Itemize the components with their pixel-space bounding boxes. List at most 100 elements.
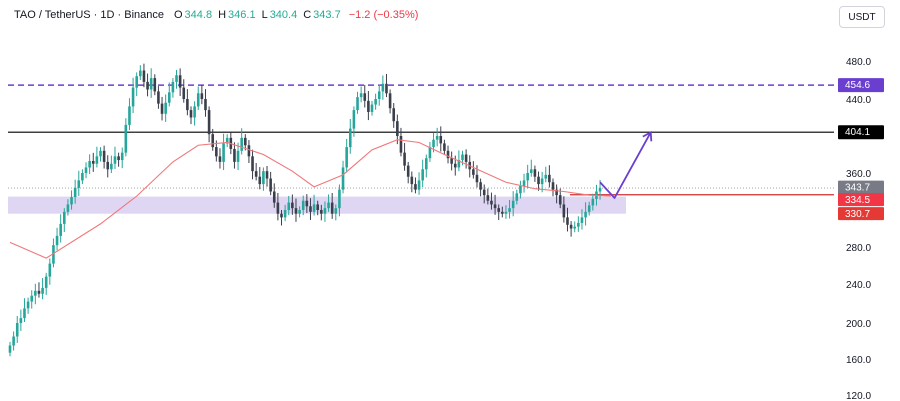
candle-body bbox=[359, 93, 363, 98]
zone-top-tag bbox=[838, 193, 884, 207]
candle-body bbox=[569, 224, 573, 229]
candle-body bbox=[291, 202, 294, 209]
candle-body bbox=[580, 217, 584, 223]
candle-body bbox=[356, 97, 359, 111]
candle-body bbox=[215, 147, 218, 157]
candle-body bbox=[128, 106, 131, 125]
candle-body bbox=[225, 137, 229, 144]
candle-body bbox=[577, 222, 580, 227]
high-label: H bbox=[218, 9, 227, 21]
zone-top-tag-text: 334.5 bbox=[845, 195, 870, 206]
open-value: 344.8 bbox=[184, 9, 213, 21]
candle-body bbox=[81, 173, 84, 181]
candle-body bbox=[381, 83, 385, 92]
candle-body bbox=[551, 182, 555, 190]
candle-body bbox=[533, 169, 537, 177]
candle-body bbox=[388, 93, 392, 109]
candle-body bbox=[153, 78, 157, 92]
moving-average-line bbox=[9, 139, 611, 259]
candle-body bbox=[475, 174, 479, 183]
candle-body bbox=[464, 154, 468, 162]
candle-body bbox=[323, 208, 327, 214]
high-value: 346.1 bbox=[228, 9, 256, 21]
candle-body bbox=[124, 124, 128, 153]
candle-body bbox=[410, 176, 414, 185]
candle-body bbox=[562, 204, 566, 218]
candle-body bbox=[59, 223, 62, 236]
candle-body bbox=[233, 148, 236, 162]
candle-body bbox=[63, 211, 66, 224]
candle-body bbox=[19, 318, 23, 323]
candle-body bbox=[573, 226, 577, 229]
candle-body bbox=[113, 156, 117, 164]
candle-body bbox=[222, 143, 225, 162]
candle-body bbox=[146, 81, 149, 90]
price-change: −1.2 (−0.35%) bbox=[348, 9, 419, 21]
candle-body bbox=[526, 173, 529, 181]
candle-body bbox=[457, 160, 461, 168]
candle-body bbox=[316, 204, 319, 210]
candle-body bbox=[73, 187, 77, 198]
y-tick-label: 480.0 bbox=[846, 57, 871, 68]
candle-body bbox=[200, 93, 204, 99]
candle-body bbox=[584, 211, 587, 218]
symbol-header: TAO / TetherUS · 1D · Binance O 344.8 H … bbox=[14, 9, 418, 21]
low-tag bbox=[838, 207, 884, 221]
candle-body bbox=[84, 167, 88, 173]
projection-arrow-path bbox=[599, 131, 652, 199]
candle-body bbox=[309, 206, 312, 212]
candle-body bbox=[52, 245, 55, 264]
candle-body bbox=[327, 202, 330, 209]
candle-body bbox=[515, 193, 519, 201]
candle-body bbox=[399, 136, 403, 153]
candle-body bbox=[301, 200, 305, 210]
candle-body bbox=[312, 204, 316, 212]
open-label: O bbox=[173, 9, 183, 21]
candle-body bbox=[66, 204, 70, 212]
candle-body bbox=[157, 91, 160, 104]
currency-button[interactable]: USDT bbox=[839, 6, 885, 28]
candle-body bbox=[446, 150, 450, 159]
candle-body bbox=[106, 161, 110, 170]
y-tick-label: 440.0 bbox=[846, 95, 871, 106]
candle-body bbox=[396, 121, 399, 136]
candle-body bbox=[189, 110, 193, 118]
candle-body bbox=[504, 211, 508, 214]
candle-body bbox=[508, 208, 511, 212]
candle-body bbox=[435, 136, 439, 140]
candle-body bbox=[421, 169, 424, 181]
candle-body bbox=[44, 276, 48, 288]
candle-body bbox=[276, 202, 280, 214]
candle-body bbox=[99, 150, 102, 157]
candle-body bbox=[8, 345, 12, 353]
candle-body bbox=[461, 154, 464, 161]
candle-body bbox=[135, 76, 138, 88]
candle-body bbox=[30, 295, 34, 302]
candle-body bbox=[207, 110, 211, 135]
candle-body bbox=[258, 176, 262, 185]
candle-body bbox=[283, 210, 287, 218]
candle-body bbox=[305, 200, 309, 207]
candle-body bbox=[370, 104, 374, 112]
candle-body bbox=[265, 171, 269, 179]
candle-body bbox=[432, 139, 435, 148]
candle-body bbox=[501, 211, 504, 214]
candle-body bbox=[167, 92, 171, 103]
candle-body bbox=[178, 75, 182, 88]
candle-body bbox=[439, 136, 443, 144]
candle-body bbox=[587, 205, 591, 212]
candle-body bbox=[247, 145, 251, 157]
candle-body bbox=[490, 200, 493, 205]
candle-body bbox=[244, 137, 247, 146]
candle-body bbox=[425, 158, 428, 170]
candle-body bbox=[493, 204, 497, 209]
candle-body bbox=[164, 102, 167, 114]
y-tick-label: 280.0 bbox=[846, 243, 871, 254]
candle-body bbox=[374, 99, 377, 105]
candle-body bbox=[102, 150, 106, 162]
low-label: L bbox=[261, 9, 268, 21]
level-tag-454 bbox=[838, 78, 884, 93]
candle-body bbox=[555, 189, 558, 196]
candle-body bbox=[117, 156, 120, 161]
